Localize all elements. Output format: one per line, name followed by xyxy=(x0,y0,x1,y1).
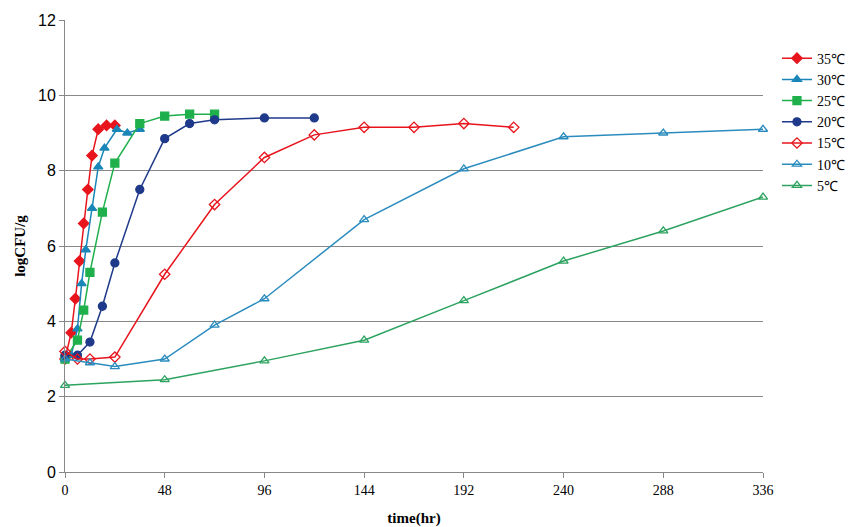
svg-text:10: 10 xyxy=(38,87,56,104)
svg-text:0: 0 xyxy=(62,483,69,498)
svg-text:8: 8 xyxy=(47,162,56,179)
svg-text:96: 96 xyxy=(257,483,271,498)
svg-text:144: 144 xyxy=(354,483,375,498)
svg-text:35℃: 35℃ xyxy=(817,52,845,67)
svg-text:2: 2 xyxy=(47,388,56,405)
svg-text:48: 48 xyxy=(158,483,172,498)
svg-text:15℃: 15℃ xyxy=(817,136,845,151)
svg-text:192: 192 xyxy=(453,483,474,498)
svg-text:logCFU/g: logCFU/g xyxy=(12,215,28,277)
svg-text:10℃: 10℃ xyxy=(817,158,845,173)
svg-text:6: 6 xyxy=(47,238,56,255)
svg-text:30℃: 30℃ xyxy=(817,73,845,88)
svg-text:0: 0 xyxy=(47,464,56,481)
svg-text:288: 288 xyxy=(653,483,674,498)
svg-text:12: 12 xyxy=(38,12,56,29)
svg-text:240: 240 xyxy=(553,483,574,498)
svg-text:25℃: 25℃ xyxy=(817,94,845,109)
svg-text:20℃: 20℃ xyxy=(817,115,845,130)
svg-text:5℃: 5℃ xyxy=(817,179,838,194)
svg-text:time(hr): time(hr) xyxy=(387,510,440,527)
svg-text:4: 4 xyxy=(47,313,56,330)
svg-text:336: 336 xyxy=(753,483,774,498)
